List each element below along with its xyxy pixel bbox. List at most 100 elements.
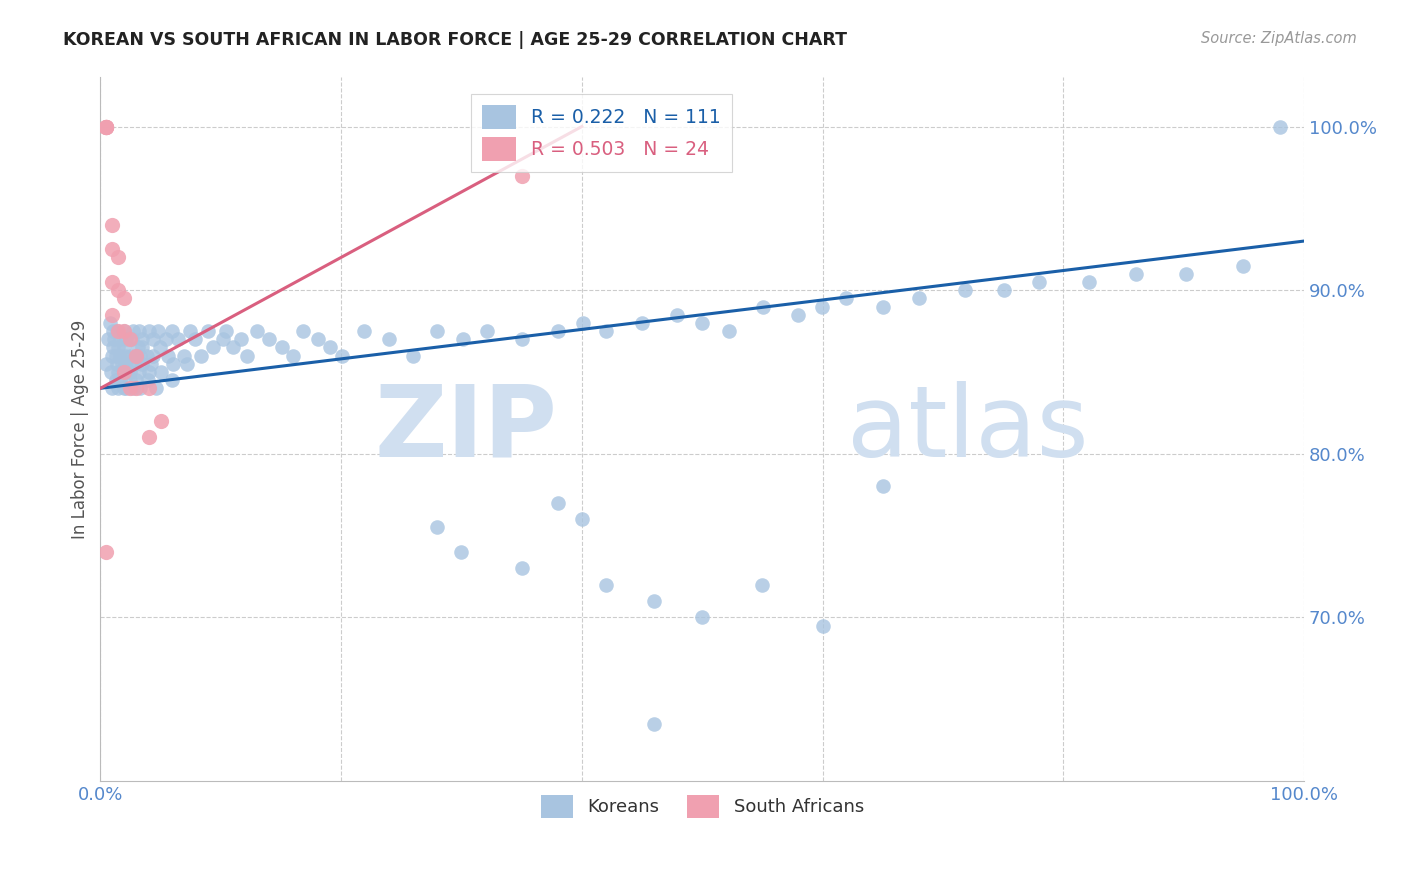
Point xyxy=(128,324,150,338)
Point xyxy=(571,512,593,526)
Point xyxy=(105,373,128,387)
Point xyxy=(259,332,281,346)
Point xyxy=(107,340,129,354)
Point xyxy=(811,300,834,314)
Point xyxy=(222,340,245,354)
Point xyxy=(96,120,118,134)
Point xyxy=(173,349,195,363)
Point xyxy=(120,332,142,346)
Point xyxy=(142,349,165,363)
Point xyxy=(215,324,238,338)
Point xyxy=(156,349,179,363)
Point xyxy=(1125,267,1147,281)
Point xyxy=(136,373,159,387)
Point xyxy=(176,357,198,371)
Point xyxy=(179,324,201,338)
Point xyxy=(401,349,423,363)
Point xyxy=(149,414,172,428)
Point xyxy=(101,308,124,322)
Point xyxy=(138,365,160,379)
Point xyxy=(666,308,689,322)
Point xyxy=(125,373,148,387)
Point xyxy=(115,332,138,346)
Point xyxy=(96,120,118,134)
Point xyxy=(1174,267,1197,281)
Point xyxy=(872,300,894,314)
Point xyxy=(451,332,474,346)
Point xyxy=(101,381,124,395)
Point xyxy=(112,324,135,338)
Point xyxy=(107,283,129,297)
Point xyxy=(125,381,148,395)
Point xyxy=(120,381,142,395)
Point xyxy=(112,340,135,354)
Point xyxy=(138,381,160,395)
Y-axis label: In Labor Force | Age 25-29: In Labor Force | Age 25-29 xyxy=(72,319,89,539)
Point xyxy=(94,357,117,371)
Point xyxy=(426,324,449,338)
Point xyxy=(512,332,534,346)
Point xyxy=(1078,275,1101,289)
Point xyxy=(107,365,129,379)
Point xyxy=(111,357,134,371)
Point xyxy=(96,120,118,134)
Point xyxy=(450,545,472,559)
Point xyxy=(184,332,207,346)
Point xyxy=(124,357,146,371)
Point xyxy=(96,120,118,134)
Point xyxy=(98,316,121,330)
Point xyxy=(150,365,173,379)
Point xyxy=(149,340,172,354)
Point xyxy=(135,349,157,363)
Point xyxy=(167,332,190,346)
Point xyxy=(122,324,145,338)
Point xyxy=(426,520,449,534)
Point xyxy=(872,479,894,493)
Point xyxy=(717,324,740,338)
Point xyxy=(104,349,127,363)
Point xyxy=(281,349,304,363)
Point xyxy=(547,496,569,510)
Point xyxy=(142,332,165,346)
Point xyxy=(110,349,132,363)
Point xyxy=(834,291,856,305)
Point xyxy=(955,283,977,297)
Point xyxy=(643,716,665,731)
Point xyxy=(1232,259,1254,273)
Point xyxy=(595,324,617,338)
Point xyxy=(101,275,124,289)
Point xyxy=(270,340,292,354)
Point xyxy=(115,365,138,379)
Point xyxy=(190,349,212,363)
Point xyxy=(330,349,353,363)
Point xyxy=(118,349,141,363)
Point xyxy=(751,577,773,591)
Point xyxy=(101,340,124,354)
Point xyxy=(245,324,267,338)
Point xyxy=(307,332,329,346)
Point xyxy=(101,349,124,363)
Point xyxy=(141,357,163,371)
Point xyxy=(97,332,120,346)
Point xyxy=(477,324,499,338)
Point xyxy=(131,340,153,354)
Legend: Koreans, South Africans: Koreans, South Africans xyxy=(533,789,872,825)
Point xyxy=(291,324,314,338)
Point xyxy=(100,365,122,379)
Point xyxy=(229,332,252,346)
Point xyxy=(811,618,834,632)
Point xyxy=(115,381,138,395)
Point xyxy=(118,373,141,387)
Point xyxy=(197,324,219,338)
Point xyxy=(128,349,150,363)
Point xyxy=(112,381,135,395)
Point xyxy=(127,340,149,354)
Point xyxy=(125,349,148,363)
Point xyxy=(202,340,225,354)
Point xyxy=(107,251,129,265)
Point xyxy=(96,120,118,134)
Point xyxy=(319,340,342,354)
Point xyxy=(105,324,128,338)
Point xyxy=(595,577,617,591)
Point xyxy=(108,332,131,346)
